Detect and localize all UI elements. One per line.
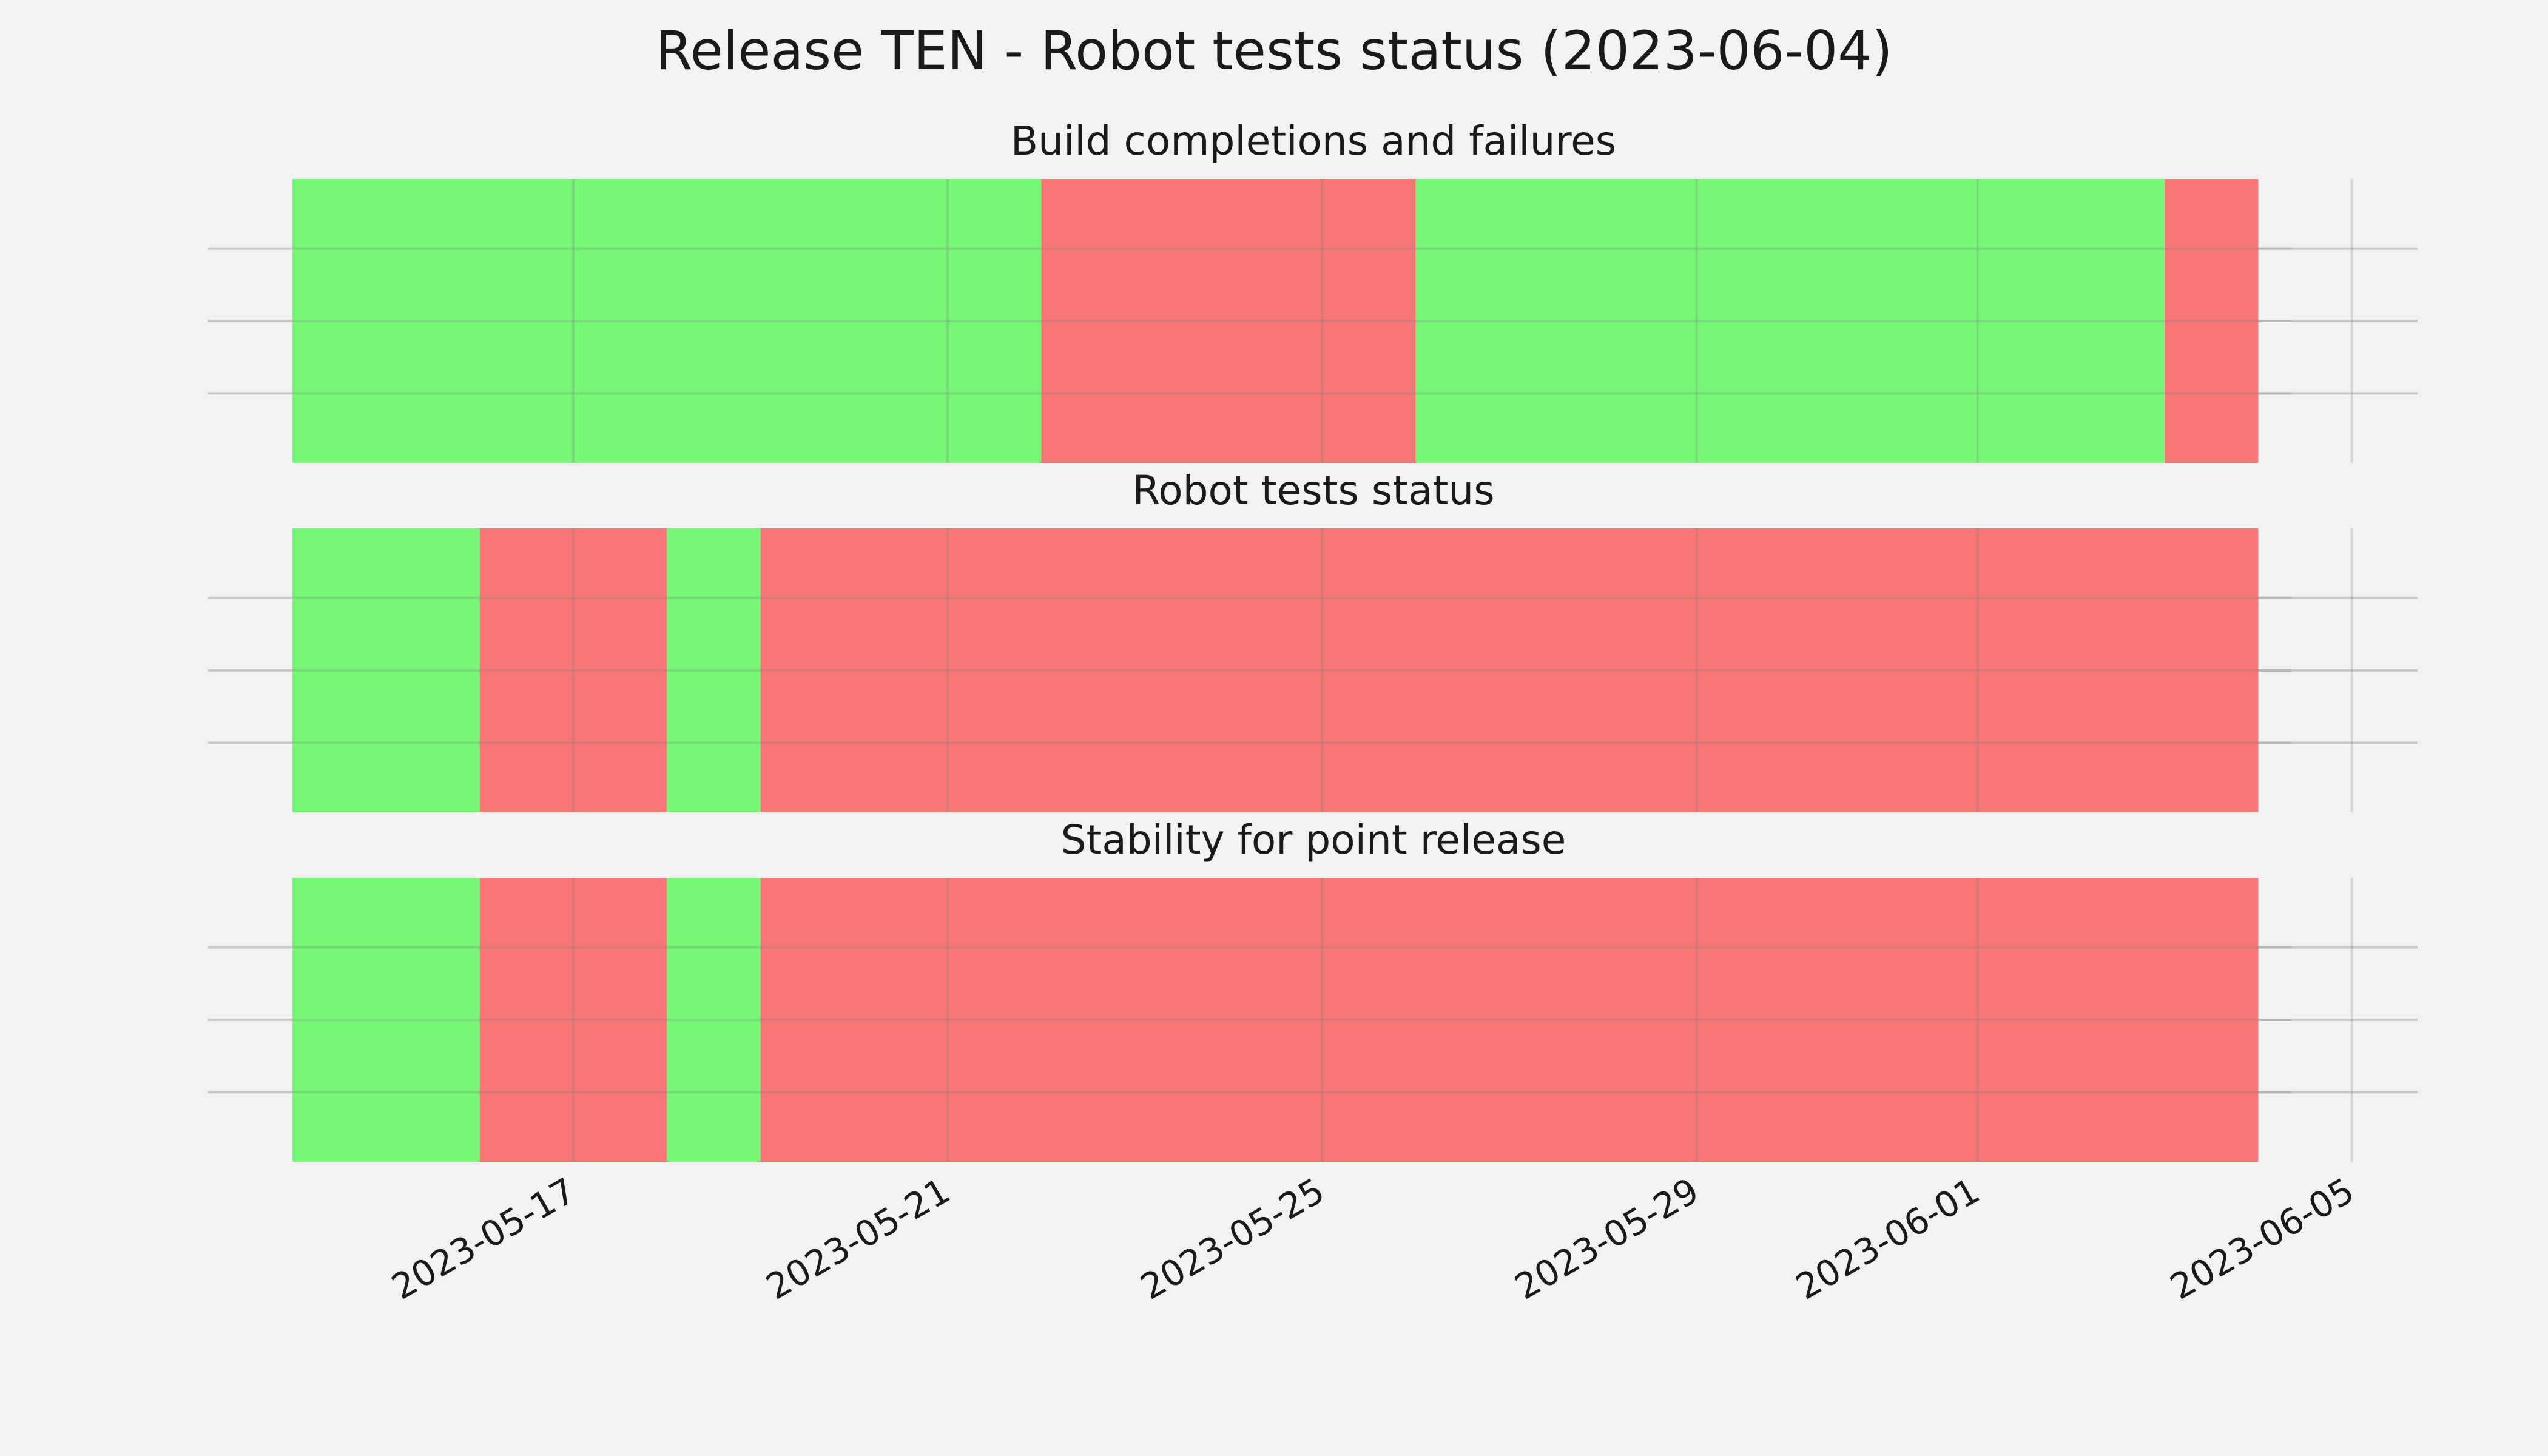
x-tick-label: 2023-06-05 xyxy=(2163,1170,2361,1307)
x-tick-label: 2023-05-17 xyxy=(385,1170,582,1307)
chart-panels: Build completions and failures Robot test… xyxy=(208,118,2418,1162)
panel-2: Robot tests status xyxy=(208,467,2418,812)
segment-pass xyxy=(292,878,480,1162)
segment-fail xyxy=(479,878,667,1162)
chart-title: Release TEN - Robot tests status (2023-0… xyxy=(655,19,1892,82)
panel-1: Build completions and failures xyxy=(208,118,2418,463)
panel-title: Build completions and failures xyxy=(1011,118,1616,164)
segment-pass xyxy=(667,878,761,1162)
x-axis-ticks: 2023-05-17 2023-05-21 2023-05-25 2023-05-29… xyxy=(385,1170,2361,1307)
segment-fail xyxy=(760,528,2259,812)
segment-pass xyxy=(292,528,480,812)
x-tick-label: 2023-06-01 xyxy=(1789,1170,1987,1307)
panel-title: Stability for point release xyxy=(1061,817,1566,863)
panel-title: Robot tests status xyxy=(1132,467,1494,514)
segment-fail xyxy=(479,528,667,812)
segment-pass xyxy=(667,528,761,812)
segment-fail xyxy=(1041,179,1416,463)
x-tick-label: 2023-05-21 xyxy=(759,1170,957,1307)
segment-fail xyxy=(2165,179,2259,463)
panel-3: Stability for point release xyxy=(208,817,2418,1162)
segment-pass xyxy=(292,179,1042,463)
segment-fail xyxy=(760,878,2259,1162)
segment-pass xyxy=(1415,179,2165,463)
x-tick-label: 2023-05-25 xyxy=(1133,1170,1331,1307)
x-tick-label: 2023-05-29 xyxy=(1508,1170,1706,1307)
